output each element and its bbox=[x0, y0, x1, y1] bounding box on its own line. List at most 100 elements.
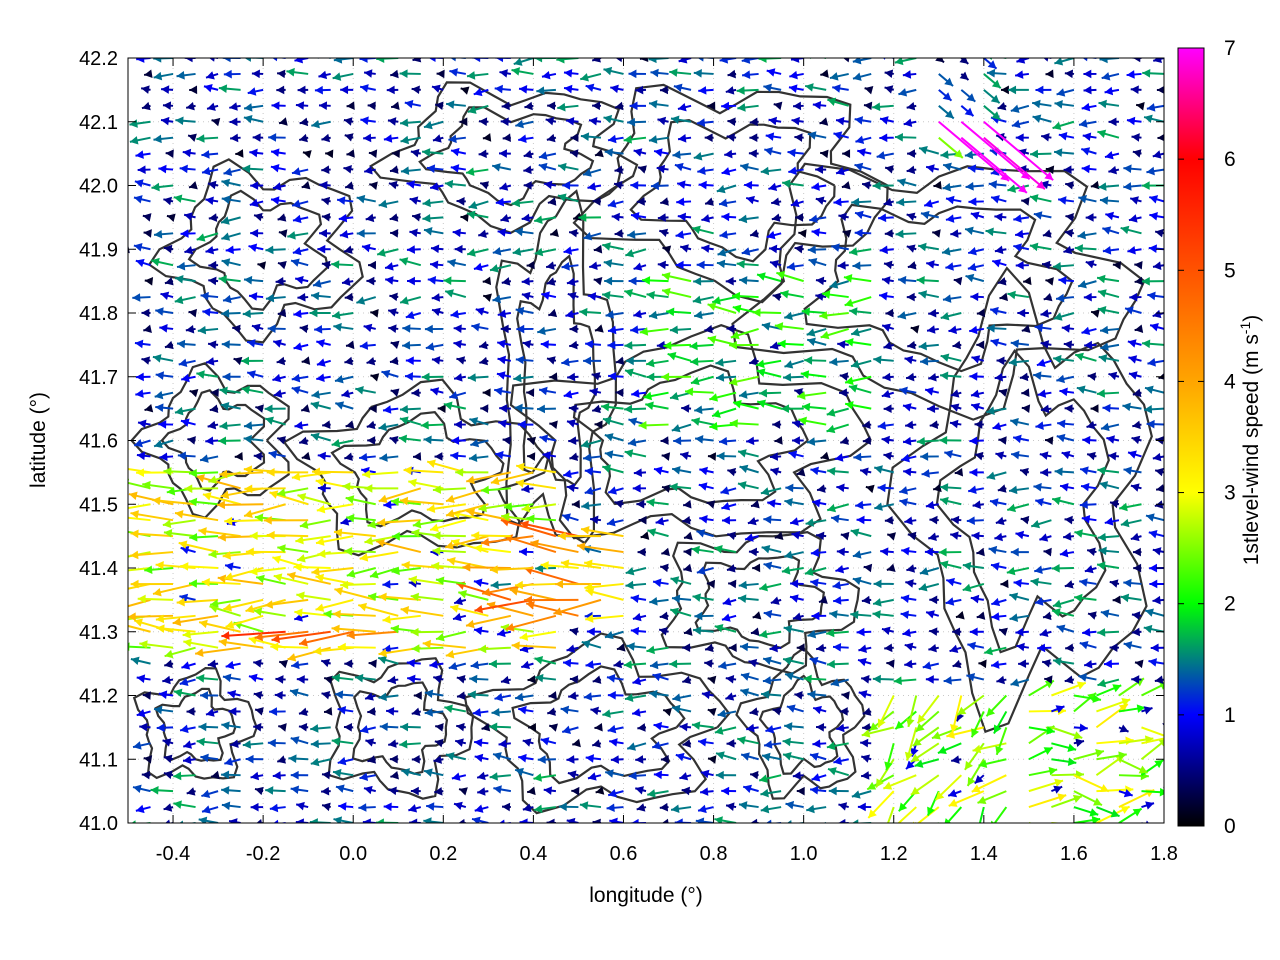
wind-vector-head bbox=[334, 375, 344, 384]
wind-vector-head bbox=[179, 593, 189, 603]
wind-vector-head bbox=[332, 609, 341, 619]
wind-vector-head bbox=[302, 150, 312, 159]
wind-vector-head bbox=[834, 453, 844, 462]
wind-vector-head bbox=[273, 573, 283, 582]
wind-vector-head bbox=[750, 770, 759, 780]
wind-vector-head bbox=[594, 324, 604, 333]
wind-vector-head bbox=[1098, 182, 1107, 191]
wind-vector-head bbox=[812, 822, 814, 823]
wind-vector-head bbox=[301, 451, 311, 461]
wind-vector-head bbox=[863, 101, 873, 111]
wind-vector-head bbox=[777, 339, 786, 349]
wind-vector-head bbox=[761, 752, 771, 762]
wind-vector-head bbox=[522, 803, 532, 812]
wind-vector-head bbox=[1129, 292, 1138, 302]
wind-vector-head bbox=[1064, 675, 1074, 685]
wind-vector-head bbox=[929, 515, 938, 525]
wind-vector-head bbox=[903, 118, 913, 127]
wind-vector-head bbox=[971, 531, 980, 541]
wind-vector-head bbox=[565, 309, 575, 319]
wind-vector-head bbox=[808, 257, 818, 267]
wind-vector-head bbox=[563, 68, 573, 78]
wind-vector-head bbox=[426, 164, 436, 173]
wind-vector-head bbox=[458, 589, 467, 599]
wind-vector-head bbox=[800, 370, 810, 379]
wind-vector-head bbox=[714, 623, 724, 633]
wind-vector-head bbox=[903, 467, 912, 477]
wind-vector-head bbox=[969, 372, 978, 381]
wind-vector-head bbox=[479, 340, 488, 350]
wind-vector-head bbox=[682, 516, 691, 525]
wind-vector-shaft bbox=[524, 567, 579, 585]
wind-vector-head bbox=[1035, 498, 1044, 507]
wind-vector-head bbox=[998, 436, 1007, 445]
wind-vector-head bbox=[697, 58, 704, 62]
wind-vector-head bbox=[1099, 196, 1109, 205]
wind-vector-head bbox=[136, 468, 144, 477]
wind-vector-head bbox=[562, 513, 571, 522]
wind-vector-head bbox=[558, 162, 567, 172]
wind-vector-head bbox=[950, 403, 960, 412]
wind-vector-head bbox=[796, 468, 806, 477]
wind-vector-head bbox=[698, 804, 707, 814]
wind-vector-head bbox=[692, 593, 702, 602]
wind-vector-head bbox=[926, 164, 935, 173]
wind-vector-head bbox=[660, 754, 669, 764]
wind-vector-head bbox=[405, 356, 414, 365]
wind-vector-head bbox=[189, 579, 197, 588]
wind-vector-head bbox=[400, 118, 409, 128]
wind-vector-head bbox=[1095, 748, 1104, 758]
wind-vector-head bbox=[653, 770, 662, 780]
wind-vector-head bbox=[179, 677, 189, 687]
contour-line bbox=[327, 657, 475, 800]
wind-vector-head bbox=[792, 771, 802, 780]
wind-vector-head bbox=[136, 674, 146, 683]
wind-vector-head bbox=[480, 404, 489, 413]
wind-vector-head bbox=[1167, 756, 1176, 764]
wind-vector-head bbox=[134, 339, 144, 349]
wind-vector-head bbox=[1132, 808, 1142, 817]
wind-vector-head bbox=[726, 739, 735, 748]
wind-vector-head bbox=[412, 212, 421, 222]
wind-vector-head bbox=[277, 308, 287, 318]
wind-vector-head bbox=[750, 818, 758, 823]
wind-vector-head bbox=[311, 567, 320, 576]
wind-vector-head bbox=[296, 591, 305, 601]
wind-vector-head bbox=[400, 135, 410, 145]
wind-vector-head bbox=[1052, 599, 1062, 608]
wind-vector-head bbox=[606, 518, 616, 527]
wind-vector-head bbox=[243, 465, 253, 475]
wind-vector-head bbox=[1087, 547, 1096, 556]
wind-vector-head bbox=[197, 325, 207, 335]
wind-vector-head bbox=[674, 162, 684, 172]
wind-vector-head bbox=[1021, 404, 1031, 413]
wind-vector-head bbox=[918, 242, 927, 252]
wind-vector-head bbox=[452, 612, 462, 622]
wind-vector-head bbox=[1133, 563, 1142, 573]
wind-vector-head bbox=[1075, 738, 1085, 747]
wind-vector-head bbox=[276, 356, 286, 366]
wind-vector-head bbox=[377, 518, 386, 527]
wind-vector-head bbox=[583, 168, 592, 177]
wind-vector-head bbox=[1112, 684, 1122, 693]
wind-vector-head bbox=[635, 755, 644, 764]
wind-vector-head bbox=[245, 604, 255, 614]
wind-vector-head bbox=[159, 452, 168, 462]
wind-vector-head bbox=[294, 58, 304, 64]
wind-vector-head bbox=[832, 84, 841, 93]
wind-vector-head bbox=[467, 373, 476, 382]
wind-vector-head bbox=[435, 101, 444, 111]
wind-vector-head bbox=[1136, 101, 1145, 111]
wind-vector-head bbox=[569, 324, 578, 334]
wind-vector-head bbox=[247, 370, 256, 379]
wind-vector-head bbox=[812, 739, 821, 749]
wind-vector-head bbox=[729, 419, 738, 428]
wind-vector-head bbox=[385, 276, 394, 285]
wind-vector-head bbox=[500, 214, 510, 223]
wind-vector-head bbox=[1018, 184, 1027, 193]
wind-vector-head bbox=[678, 58, 688, 64]
wind-vector-shaft bbox=[983, 136, 1046, 190]
wind-vector-head bbox=[836, 166, 845, 176]
wind-vector-head bbox=[225, 620, 235, 629]
wind-vector-head bbox=[663, 341, 672, 350]
